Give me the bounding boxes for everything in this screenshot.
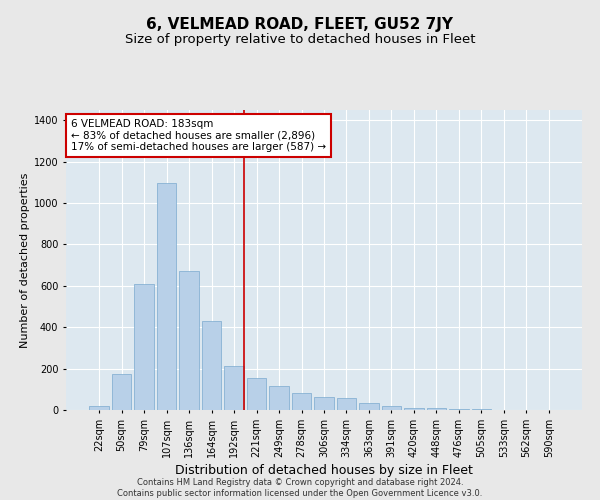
Bar (449, 409, 469, 410)
Bar (337, 398, 356, 410)
Bar (89, 406, 109, 410)
Text: 6, VELMEAD ROAD, FLEET, GU52 7JY: 6, VELMEAD ROAD, FLEET, GU52 7JY (146, 18, 454, 32)
Bar (314, 396, 334, 410)
Bar (247, 378, 266, 410)
Y-axis label: Number of detached properties: Number of detached properties (20, 172, 29, 348)
Bar (382, 406, 401, 410)
Bar (224, 366, 244, 410)
Bar (359, 403, 379, 410)
Bar (134, 284, 154, 410)
X-axis label: Distribution of detached houses by size in Fleet: Distribution of detached houses by size … (175, 464, 473, 477)
Text: Size of property relative to detached houses in Fleet: Size of property relative to detached ho… (125, 32, 475, 46)
Bar (179, 272, 199, 410)
Bar (202, 321, 221, 410)
Bar (157, 184, 176, 410)
Bar (292, 394, 311, 410)
Bar (269, 386, 289, 410)
Text: 6 VELMEAD ROAD: 183sqm
← 83% of detached houses are smaller (2,896)
17% of semi-: 6 VELMEAD ROAD: 183sqm ← 83% of detached… (71, 119, 326, 152)
Bar (427, 408, 446, 410)
Text: Contains HM Land Registry data © Crown copyright and database right 2024.
Contai: Contains HM Land Registry data © Crown c… (118, 478, 482, 498)
Bar (404, 408, 424, 410)
Bar (112, 374, 131, 410)
